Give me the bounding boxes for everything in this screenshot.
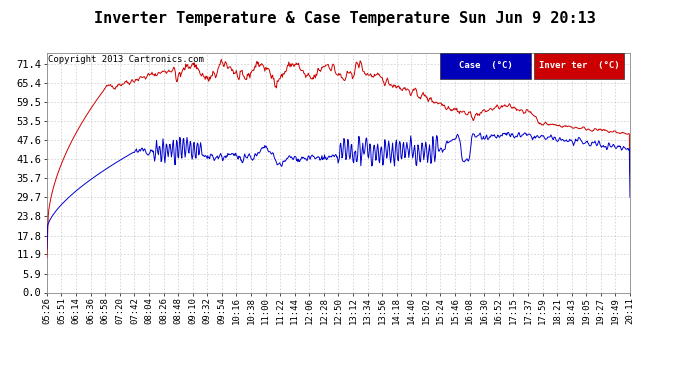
Text: Inverter Temperature & Case Temperature Sun Jun 9 20:13: Inverter Temperature & Case Temperature …	[94, 11, 596, 26]
Text: Inver ter  (°C): Inver ter (°C)	[539, 61, 619, 70]
FancyBboxPatch shape	[534, 53, 624, 79]
FancyBboxPatch shape	[440, 53, 531, 79]
Text: Copyright 2013 Cartronics.com: Copyright 2013 Cartronics.com	[48, 55, 204, 64]
Text: Case  (°C): Case (°C)	[459, 61, 513, 70]
